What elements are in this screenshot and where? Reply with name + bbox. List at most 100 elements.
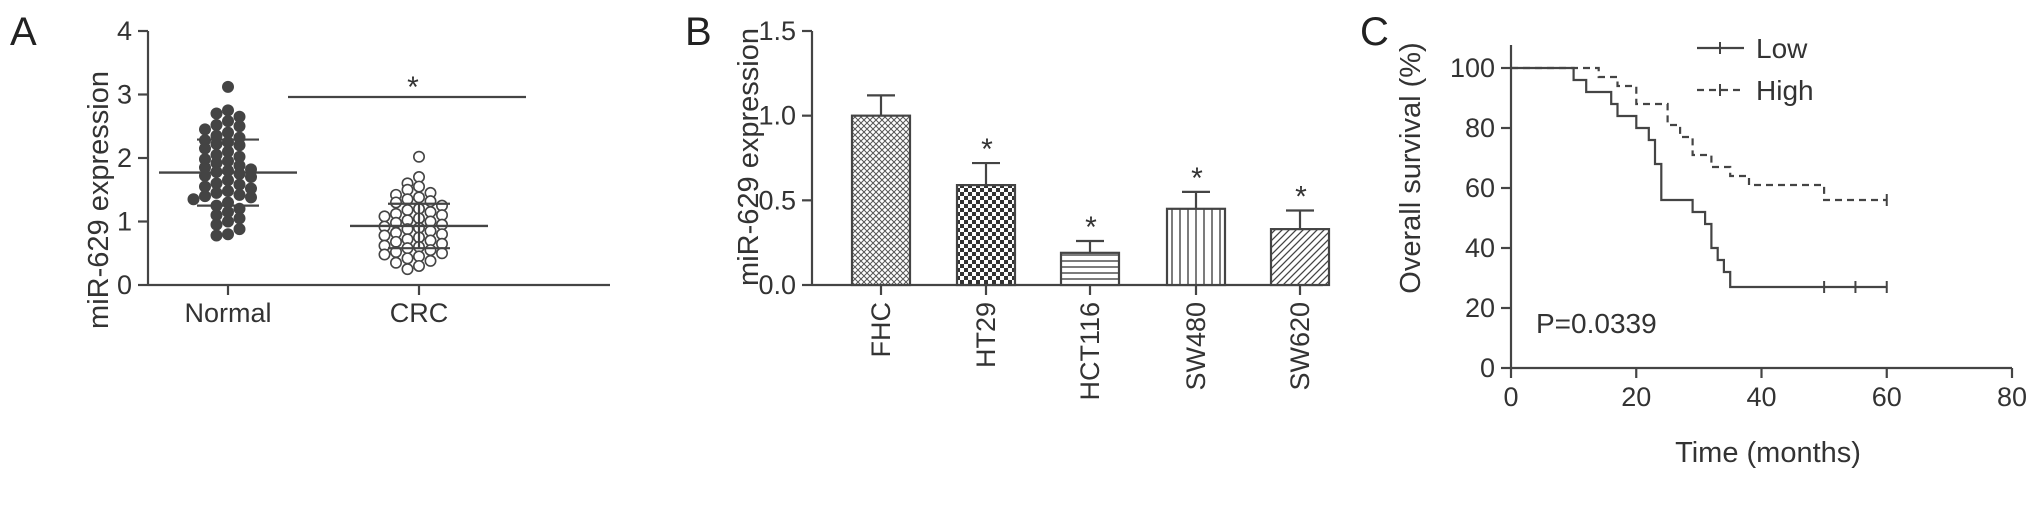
panel-a-x-tick-label: Normal	[184, 298, 271, 328]
panel-a-crc-point	[412, 259, 425, 272]
panel-b-bar-hct116	[1059, 251, 1121, 287]
panel-a-crc-point	[378, 210, 391, 223]
panel-a-crc-point	[412, 180, 425, 193]
panel-b-bar-sw480	[1165, 207, 1227, 287]
panel-b-x-tick-label: HCT116	[1075, 302, 1105, 401]
panel-a: A miR-629 expression 0 1 2 3 4 Normal CRC *	[10, 10, 610, 329]
panel-a-crc-point	[378, 248, 391, 261]
panel-b-bar-sw620	[1269, 228, 1331, 287]
panel-a-y-title: miR-629 expression	[83, 71, 115, 329]
panel-c-curves	[1511, 66, 1888, 293]
panel-a-normal-point	[199, 123, 212, 136]
panel-a-normal-point	[210, 229, 223, 242]
panel-b-x-tick-label: FHC	[866, 302, 896, 358]
panel-b-bar-fhc	[850, 114, 912, 287]
panel-a-normal-point	[222, 104, 235, 117]
panel-a-crc-point	[389, 256, 402, 269]
panel-c-x-tick-label: 20	[1621, 382, 1651, 412]
panel-c-x-tick-label: 80	[1997, 382, 2027, 412]
panel-c-y-tick-label: 0	[1480, 353, 1495, 383]
panel-c-ticks: 0 20 40 60 80 100 0 20 40 60 80	[1450, 53, 2027, 412]
panel-a-normal-point	[187, 193, 200, 206]
panel-c-x-tick-label: 60	[1872, 382, 1902, 412]
panel-a-normal-point	[233, 212, 246, 225]
panel-a-normal-point	[210, 218, 223, 231]
panel-c-x-title: Time (months)	[1675, 437, 1861, 469]
panel-a-normal-point	[210, 186, 223, 199]
panel-a-x-labels: Normal CRC	[184, 285, 448, 328]
panel-b-y-ticks: 0.0 0.5 1.0 1.5	[758, 16, 812, 300]
panel-b: B miR-629 expression 0.0 0.5 1.0 1.5 * * * * F…	[685, 10, 1331, 401]
panel-b-x-tick-label: HT29	[971, 302, 1001, 368]
panel-c-y-title: Overall survival (%)	[1395, 42, 1427, 293]
panel-b-x-labels: FHC HT29 HCT116 SW480 SW620	[866, 285, 1315, 401]
panel-c-y-tick-label: 80	[1465, 113, 1495, 143]
panel-a-y-ticks: 0 1 2 3 4	[117, 16, 148, 300]
panel-a-x-tick-label: CRC	[390, 298, 449, 328]
panel-b-x-tick-label: SW620	[1285, 302, 1315, 391]
panel-a-y-tick-label: 3	[117, 80, 132, 110]
panel-b-significance-star: *	[1295, 180, 1307, 213]
panel-a-normal-point	[199, 190, 212, 203]
panel-a-significance-star: *	[407, 71, 419, 104]
panel-a-y-tick-label: 2	[117, 143, 132, 173]
panel-b-x-tick-label: SW480	[1181, 302, 1211, 391]
panel-a-normal-point	[233, 139, 246, 152]
panel-a-crc-point	[389, 196, 402, 209]
panel-a-normal-point	[233, 223, 246, 236]
panel-c-legend: Low High	[1697, 33, 1814, 106]
panel-c-x-tick-label: 40	[1746, 382, 1776, 412]
panel-a-crc-point	[424, 244, 437, 257]
panel-a-crc-point	[412, 191, 425, 204]
panel-a-crc-point	[424, 254, 437, 267]
panel-a-crc-point	[389, 235, 402, 248]
panel-a-normal-point	[222, 215, 235, 228]
panel-c-p-value: P=0.0339	[1536, 308, 1657, 339]
panel-c-legend-label-high: High	[1756, 75, 1814, 106]
panel-a-letter: A	[10, 10, 37, 54]
panel-b-significance-star: *	[1191, 162, 1203, 195]
panel-a-normal-point	[245, 191, 258, 204]
panel-c-y-tick-label: 100	[1450, 53, 1495, 83]
panel-c-y-tick-label: 20	[1465, 293, 1495, 323]
panel-c-x-tick-label: 0	[1503, 382, 1518, 412]
panel-b-bars: * * * *	[850, 94, 1331, 287]
panel-a-normal-point	[222, 228, 235, 241]
panel-a-crc-point	[412, 150, 425, 163]
panel-a-normal-point	[233, 178, 246, 191]
panel-b-significance-star: *	[981, 133, 993, 166]
panel-c-legend-label-low: Low	[1756, 33, 1808, 64]
panel-a-normal-point	[222, 80, 235, 93]
panel-c-curve-low	[1511, 66, 1887, 289]
panel-a-normal-point	[222, 115, 235, 128]
panel-a-crc-point	[401, 252, 414, 265]
panel-b-bar-ht29	[955, 183, 1017, 287]
panel-a-y-tick-label: 4	[117, 16, 132, 46]
panel-a-normal-point	[210, 118, 223, 131]
panel-b-significance-star: *	[1085, 211, 1097, 244]
panel-c: C Overall survival (%) Time (months) 0 20…	[1360, 10, 2027, 469]
panel-a-mean-sd	[159, 138, 488, 250]
panel-b-letter: B	[685, 10, 712, 54]
panel-a-normal-point	[210, 107, 223, 120]
panel-b-y-title: miR-629 expression	[733, 28, 765, 286]
panel-b-y-tick-label: 1.0	[758, 101, 796, 131]
panel-a-normal-point	[233, 167, 246, 180]
panel-c-y-tick-label: 40	[1465, 233, 1495, 263]
panel-a-normal-point	[199, 142, 212, 155]
panel-b-y-tick-label: 1.5	[758, 16, 796, 46]
panel-a-y-tick-label: 0	[117, 270, 132, 300]
panel-a-y-tick-label: 1	[117, 207, 132, 237]
panel-a-crc-point	[401, 204, 414, 217]
panel-a-crc-point	[378, 229, 391, 242]
panel-c-letter: C	[1360, 10, 1389, 54]
panel-b-y-tick-label: 0.0	[758, 270, 796, 300]
panel-b-y-tick-label: 0.5	[758, 185, 796, 215]
panel-a-normal-point	[233, 120, 246, 133]
panel-c-curve-high	[1511, 66, 1887, 202]
panel-a-crc-point	[435, 247, 448, 260]
panel-a-crc-point	[401, 263, 414, 276]
panel-a-normal-point	[233, 188, 246, 201]
panel-c-y-tick-label: 60	[1465, 173, 1495, 203]
